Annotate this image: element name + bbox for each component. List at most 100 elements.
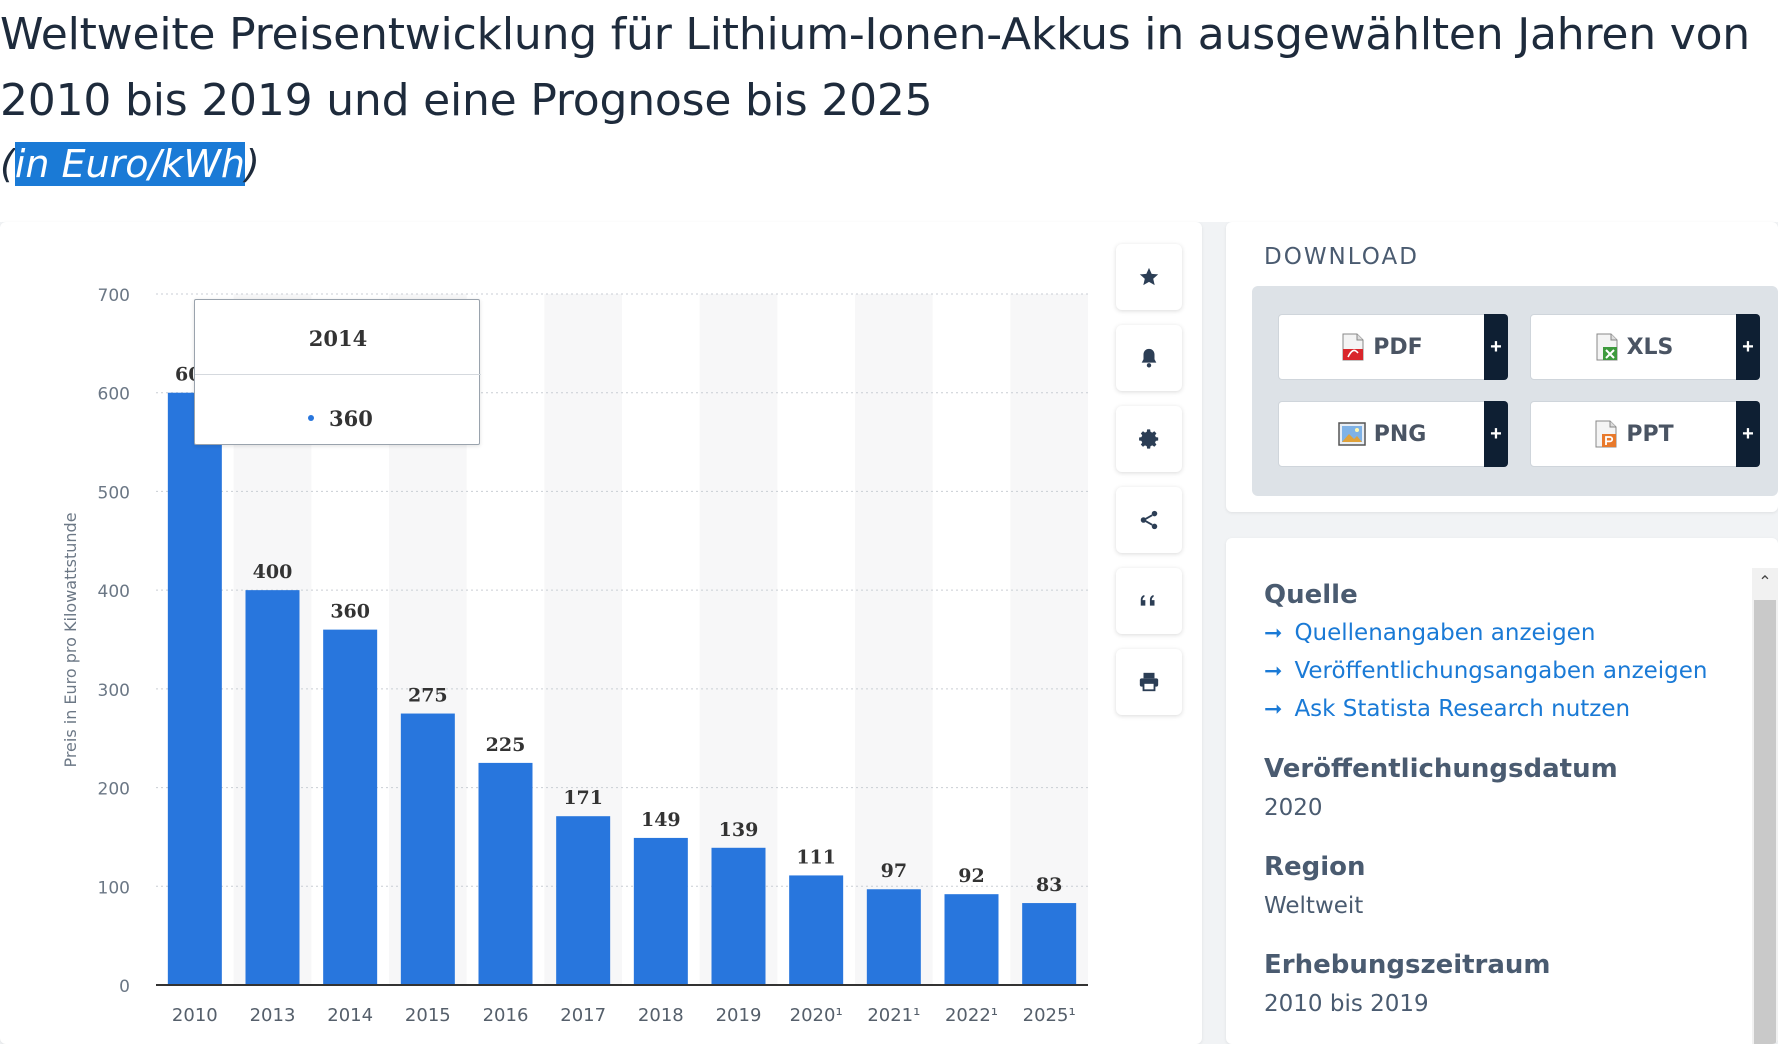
bar-2014[interactable] <box>323 629 378 985</box>
chart-tooltip: 2014 360 <box>194 299 481 445</box>
x-tick-label: 2022¹ <box>945 1005 998 1026</box>
star-icon <box>1139 267 1159 286</box>
tooltip-title: 2014 <box>308 326 368 351</box>
pub-date-heading: Veröffentlichungsdatum <box>1264 754 1618 784</box>
png-file-icon <box>1337 422 1366 446</box>
data-label: 111 <box>796 846 836 868</box>
print-icon <box>1139 672 1159 692</box>
header: Weltweite Preisentwicklung für Lithium-I… <box>0 0 1778 222</box>
y-tick-label: 600 <box>98 385 130 405</box>
download-png-plus[interactable]: + <box>1484 401 1508 467</box>
bell-icon <box>1141 348 1157 368</box>
y-tick-label: 300 <box>98 681 130 701</box>
tooltip-value: 360 <box>329 406 373 431</box>
download-xls-content: XLS <box>1531 315 1737 379</box>
quote-icon <box>1140 595 1155 606</box>
y-tick-label: 400 <box>98 582 130 602</box>
data-label: 97 <box>881 860 907 882</box>
arrow-right-icon: ➞ <box>1264 696 1283 722</box>
data-label: 225 <box>486 734 526 756</box>
download-png-button[interactable]: PNG + <box>1278 401 1508 467</box>
pub-date-value: 2020 <box>1264 795 1323 821</box>
gear-icon <box>1139 429 1159 449</box>
x-tick-label: 2016 <box>483 1005 529 1026</box>
scroll-up-icon[interactable]: ⌃ <box>1758 574 1772 591</box>
settings-button[interactable] <box>1116 406 1182 472</box>
page-subtitle: (in Euro/kWh) <box>0 136 260 192</box>
bar-2025¹[interactable] <box>1022 903 1077 985</box>
x-tick-label: 2013 <box>250 1005 296 1026</box>
download-ppt-button[interactable]: PPT + <box>1530 401 1760 467</box>
data-label: 83 <box>1036 874 1062 896</box>
y-tick-label: 200 <box>98 780 130 800</box>
data-label: 171 <box>563 787 603 809</box>
arrow-right-icon: ➞ <box>1264 620 1283 646</box>
research-link-label: Ask Statista Research nutzen <box>1294 696 1631 722</box>
page-title: Weltweite Preisentwicklung für Lithium-I… <box>0 9 1750 126</box>
column-band <box>855 294 933 985</box>
download-xls-label: XLS <box>1626 334 1674 360</box>
subtitle-close-paren: ) <box>244 142 260 186</box>
x-tick-label: 2020¹ <box>790 1005 843 1026</box>
bar-2022¹[interactable] <box>944 894 999 985</box>
bar-2018[interactable] <box>633 837 688 985</box>
favorite-button[interactable] <box>1116 244 1182 310</box>
y-tick-label: 500 <box>98 483 130 503</box>
download-pdf-button[interactable]: PDF + <box>1278 314 1508 380</box>
download-xls-button[interactable]: XLS + <box>1530 314 1760 380</box>
data-label: 360 <box>330 601 370 623</box>
bar-2020¹[interactable] <box>789 875 844 985</box>
publication-link[interactable]: ➞ Veröffentlichungsangaben anzeigen <box>1264 658 1708 684</box>
source-heading: Quelle <box>1264 580 1358 610</box>
subtitle-unit-selected[interactable]: in Euro/kWh <box>14 142 245 186</box>
chart-card: 0 100 200 300 400 500 600 700 Preis in Euro pro … <box>0 222 1202 1044</box>
pdf-file-icon <box>1342 333 1364 361</box>
bar-2019[interactable] <box>711 847 766 985</box>
bar-chart: 0 100 200 300 400 500 600 700 Preis in Euro pro … <box>61 286 1088 1026</box>
scrollbar-thumb[interactable] <box>1754 600 1776 1044</box>
xls-file-icon <box>1596 333 1618 361</box>
x-tick-label: 2010 <box>172 1005 218 1026</box>
data-label: 400 <box>253 561 293 583</box>
download-ppt-plus[interactable]: + <box>1736 401 1760 467</box>
download-xls-plus[interactable]: + <box>1736 314 1760 380</box>
download-ppt-label: PPT <box>1626 421 1674 447</box>
subtitle-open-paren: ( <box>0 142 15 186</box>
period-value: 2010 bis 2019 <box>1264 991 1429 1017</box>
bar-2017[interactable] <box>556 816 611 985</box>
y-tick-label: 700 <box>98 286 130 306</box>
x-tick-label: 2025¹ <box>1023 1005 1076 1026</box>
tooltip-series-dot <box>308 415 314 421</box>
source-link[interactable]: ➞ Quellenangaben anzeigen <box>1264 620 1595 646</box>
x-tick-label: 2015 <box>405 1005 451 1026</box>
x-tick-label: 2018 <box>638 1005 684 1026</box>
data-label: 149 <box>641 809 681 831</box>
data-label: 275 <box>408 685 448 707</box>
x-tick-label: 2017 <box>560 1005 606 1026</box>
download-ppt-content: PPT <box>1531 402 1737 466</box>
download-pdf-content: PDF <box>1279 315 1485 379</box>
arrow-right-icon: ➞ <box>1264 658 1283 684</box>
data-label: 139 <box>719 819 759 841</box>
cite-button[interactable] <box>1116 568 1182 634</box>
bar-2021¹[interactable] <box>866 889 921 985</box>
bar-2010[interactable] <box>167 392 222 985</box>
x-tick-label: 2014 <box>327 1005 373 1026</box>
research-link[interactable]: ➞ Ask Statista Research nutzen <box>1264 696 1630 722</box>
column-band <box>1010 294 1088 985</box>
bar-2015[interactable] <box>400 713 455 985</box>
download-pdf-plus[interactable]: + <box>1484 314 1508 380</box>
data-label: 92 <box>958 865 984 887</box>
download-png-content: PNG <box>1279 402 1485 466</box>
y-axis-label: Preis in Euro pro Kilowattstunde <box>61 512 80 767</box>
notification-button[interactable] <box>1116 325 1182 391</box>
y-tick-label: 0 <box>119 977 130 997</box>
download-title: DOWNLOAD <box>1264 244 1419 270</box>
ppt-file-icon <box>1595 420 1617 448</box>
print-button[interactable] <box>1116 649 1182 715</box>
period-heading: Erhebungszeitraum <box>1264 950 1551 980</box>
bar-2013[interactable] <box>245 590 300 985</box>
share-button[interactable] <box>1116 487 1182 553</box>
download-panel: PDF + XLS + PNG + PPT + <box>1252 286 1778 496</box>
bar-2016[interactable] <box>478 762 533 985</box>
